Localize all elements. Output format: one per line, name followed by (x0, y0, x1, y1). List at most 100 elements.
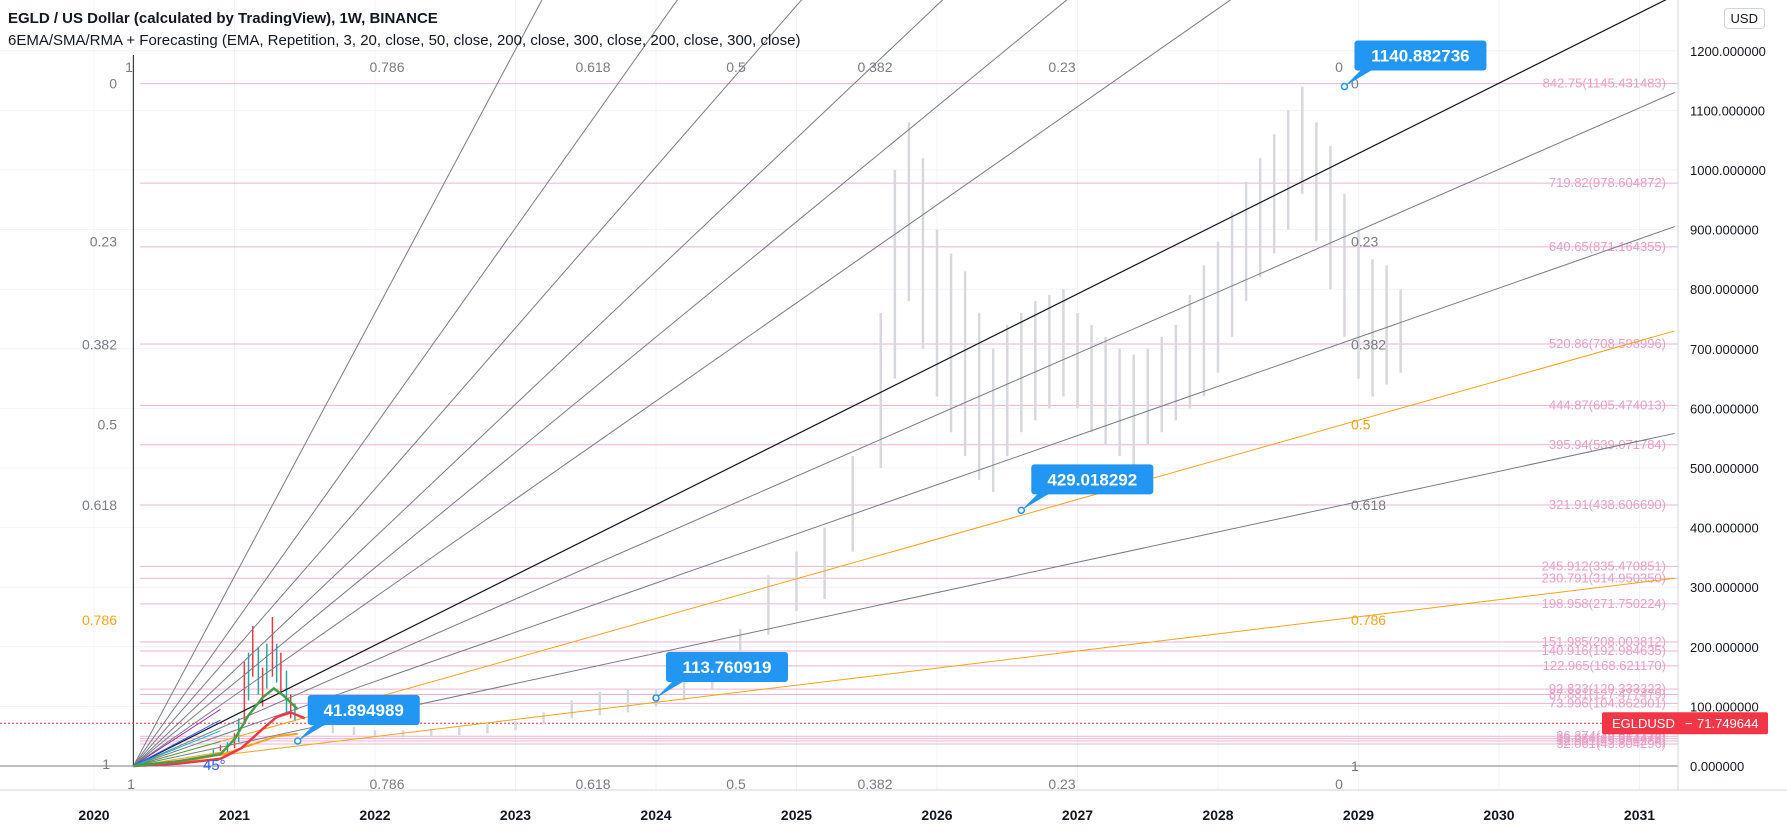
level-label-12: 122.965(168.621170) (1543, 658, 1666, 673)
fan-left-label-2: 0.382 (82, 337, 117, 353)
y-tick-7: 700.000000 (1690, 342, 1759, 357)
fan-right-label-2: 0.382 (1351, 337, 1386, 353)
fan-bottom-label-6: 0 (1335, 776, 1343, 792)
x-tick-2031: 2031 (1624, 807, 1655, 823)
currency-button[interactable]: USD (1723, 8, 1765, 29)
fan-top-label-4: 0.382 (857, 59, 892, 75)
x-tick-2020: 2020 (78, 807, 109, 823)
last-price-sep: − (1685, 716, 1693, 731)
fan-bottom-label-5: 0.23 (1048, 776, 1075, 792)
y-tick-5: 500.000000 (1690, 461, 1759, 476)
level-label-14: 87.881(127.477479) (1549, 686, 1666, 701)
y-tick-0: 0.000000 (1690, 759, 1744, 774)
candles (212, 86, 1402, 755)
level-label-1: 719.82(978.604872) (1549, 175, 1666, 190)
level-label-7: 245.912(335.470851) (1542, 558, 1666, 573)
fan-top-label-5: 0.23 (1048, 59, 1075, 75)
indicator-label[interactable]: 6EMA/SMA/RMA + Forecasting (EMA, Repetit… (8, 32, 801, 49)
callout-box-2 (666, 652, 788, 683)
fan-ray-1 (132, 0, 678, 767)
level-label-6: 321.91(438.606690) (1549, 497, 1666, 512)
y-tick-12: 1200.000000 (1690, 44, 1766, 59)
fan-ray-2 (132, 0, 803, 767)
ema-green-line (133, 686, 299, 768)
mini-ray-0 (133, 708, 221, 767)
callout-label-3: 41.894989 (324, 701, 404, 720)
callout-pointer-1 (1021, 492, 1052, 511)
level-label-15: 73.996(104.862901) (1549, 695, 1666, 710)
fan-labels: 1 0.786 0.618 0.5 0.382 0.23 01 0.786 0.618 0.5 0.… (82, 59, 1386, 792)
chart-title: EGLD / US Dollar (calculated by TradingV… (8, 10, 438, 27)
fan-right-label-5: 0.786 (1351, 612, 1386, 628)
callout-box-3 (307, 694, 420, 725)
y-tick-10: 1000.000000 (1690, 163, 1766, 178)
level-label-19: 32.061(43.804296) (1556, 736, 1666, 751)
level-label-11: 140.916(192.984635) (1542, 643, 1666, 658)
origin-left-label: 1 (102, 756, 110, 772)
x-tick-2024: 2024 (640, 807, 671, 823)
x-tick-2023: 2023 (500, 807, 531, 823)
x-tick-2029: 2029 (1343, 807, 1374, 823)
fan-right-label-6: 1 (1351, 758, 1359, 774)
level-label-10: 151.985(208.003812) (1542, 634, 1666, 649)
callout-anchor-0 (1340, 82, 1349, 91)
fan-bottom-label-0: 1 (127, 776, 135, 792)
fan-right-label-4: 0.618 (1351, 497, 1386, 513)
y-tick-8: 800.000000 (1690, 282, 1759, 297)
y-tick-9: 900.000000 (1690, 223, 1759, 238)
callout-label-1: 429.018292 (1047, 470, 1137, 489)
fan-bottom-label-2: 0.618 (575, 776, 610, 792)
angle-label: 45° (203, 757, 226, 774)
fan-right-label-3: 0.5 (1351, 416, 1371, 432)
gridlines (0, 0, 1678, 790)
callout-anchor-1 (1017, 506, 1026, 515)
fan-ray-4 (133, 0, 1068, 767)
callout-label-2: 113.760919 (683, 658, 772, 677)
y-tick-6: 600.000000 (1690, 401, 1759, 416)
fan-bottom-label-1: 0.786 (369, 776, 404, 792)
level-label-2: 640.65(871.164355) (1549, 239, 1666, 254)
x-tick-2030: 2030 (1483, 807, 1514, 823)
level-label-17: 33.984(46.364478) (1556, 731, 1666, 746)
fan-ray-6 (133, 0, 1667, 767)
level-label-3: 520.86(708.598996) (1549, 336, 1666, 351)
fan-bottom-label-3: 0.5 (726, 776, 746, 792)
fan-ray-7 (133, 92, 1675, 767)
callout-anchor-3 (293, 737, 302, 745)
mini-ray-2 (133, 730, 221, 767)
fan-top-label-6: 0 (1335, 59, 1343, 75)
callout-pointer-2 (656, 680, 686, 699)
callout-label-0: 1140.882736 (1371, 47, 1469, 66)
price-callouts[interactable]: 1140.882736 429.018292 113.760919 41.894989 (293, 40, 1487, 745)
fan-left-label-3: 0.5 (98, 416, 118, 432)
callout-box-0 (1354, 40, 1487, 71)
fan-ray-3 (132, 0, 944, 767)
y-tick-2: 200.000000 (1690, 640, 1759, 655)
fan-top-label-2: 0.618 (575, 59, 610, 75)
x-tick-2021: 2021 (219, 807, 250, 823)
x-tick-2027: 2027 (1062, 807, 1093, 823)
fan-right-label-0: 0 (1351, 76, 1359, 92)
last-price-symbol: EGLDUSD (1612, 716, 1675, 731)
fan-left-label-5: 0.786 (82, 612, 117, 628)
x-tick-2028: 2028 (1202, 807, 1233, 823)
level-label-9: 198.958(271.750224) (1542, 596, 1666, 611)
callout-box-1 (1031, 464, 1154, 495)
fan-ray-8 (133, 226, 1675, 767)
ema-red-line (133, 711, 306, 768)
x-tick-2026: 2026 (921, 807, 952, 823)
mini-ray-1 (133, 719, 221, 767)
x-tick-2025: 2025 (781, 807, 812, 823)
ema-lines (133, 686, 306, 768)
level-label-8: 230.791(314.950350) (1542, 570, 1666, 585)
y-tick-11: 1100.000000 (1690, 103, 1765, 118)
last-price-value: 71.749644 (1697, 716, 1758, 731)
fan-left-label-4: 0.618 (82, 497, 117, 513)
fan-top-label-3: 0.5 (726, 59, 746, 75)
y-tick-1: 100.000000 (1690, 699, 1759, 714)
horizontal-levels: 842.75(1145.431483) 719.82(978.604872) 640… (0, 76, 1678, 751)
fan-ray-5 (133, 0, 1232, 767)
fan-top-label-1: 0.786 (369, 59, 404, 75)
